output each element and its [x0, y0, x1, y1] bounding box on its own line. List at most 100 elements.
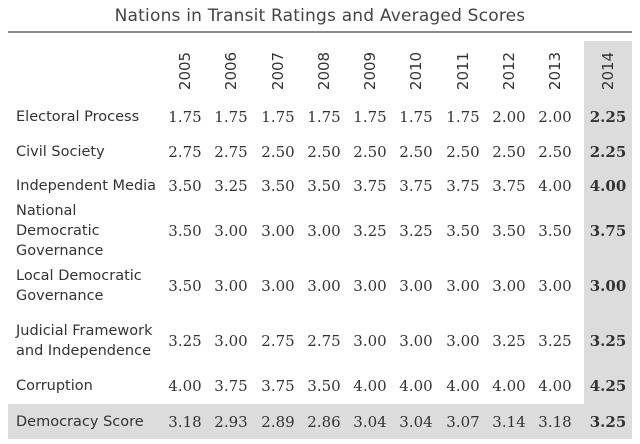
row-label-independent-media: Independent Media [16, 178, 157, 194]
row-label-electoral-process: Electoral Process [16, 109, 140, 125]
table-cell: 4.00 [538, 377, 572, 395]
table-cell: 3.00 [214, 222, 248, 240]
year-header-2008: 2008 [301, 44, 347, 98]
year-label: 2014 [599, 51, 617, 91]
table-cell: 3.07 [446, 413, 480, 431]
table-cell: 3.00 [214, 332, 248, 350]
table-cell: 1.75 [307, 108, 341, 126]
table-cell: 2.75 [214, 143, 248, 161]
table-cell: 3.75 [589, 222, 627, 240]
table-cell: 3.00 [399, 277, 433, 295]
year-header-2009: 2009 [347, 44, 393, 98]
year-label: 2011 [454, 51, 472, 91]
table-cell: 3.75 [492, 177, 526, 195]
table-cell: 4.00 [446, 377, 480, 395]
row-label-local-democratic-governance: Local Democratic Governance [16, 268, 142, 304]
row-label-corruption: Corruption [16, 378, 93, 394]
table-cell: 2.00 [538, 108, 572, 126]
table-cell: 2.75 [307, 332, 341, 350]
table-cell: 3.18 [168, 413, 202, 431]
table-cell: 3.25 [492, 332, 526, 350]
table-cell: 4.00 [353, 377, 387, 395]
row-label-national-democratic-governance: National Democratic Governance [16, 203, 104, 259]
table-cell: 3.18 [538, 413, 572, 431]
table-cell: 2.00 [492, 108, 526, 126]
table-cell: 3.25 [589, 332, 627, 350]
table-cell: 3.00 [307, 222, 341, 240]
table-cell: 2.50 [399, 143, 433, 161]
year-label: 2007 [269, 51, 287, 91]
table-cell: 4.00 [168, 377, 202, 395]
table-cell: 3.50 [538, 222, 572, 240]
table-cell: 2.50 [446, 143, 480, 161]
table-cell: 3.25 [399, 222, 433, 240]
table-cell: 3.04 [399, 413, 433, 431]
year-label: 2005 [176, 51, 194, 91]
year-label: 2012 [500, 51, 518, 91]
year-header-2014: 2014 [585, 44, 631, 98]
table-cell: 4.00 [399, 377, 433, 395]
row-label-judicial-framework-and-independence: Judicial Framework and Independence [16, 323, 153, 359]
table-cell: 2.50 [261, 143, 295, 161]
table-cell: 3.75 [261, 377, 295, 395]
row-label-democracy-score: Democracy Score [16, 414, 144, 430]
table-cell: 3.00 [492, 277, 526, 295]
table-cell: 3.50 [492, 222, 526, 240]
year-header-2011: 2011 [440, 44, 486, 98]
table-cell: 3.50 [446, 222, 480, 240]
table-cell: 2.93 [214, 413, 248, 431]
table-cell: 3.00 [307, 277, 341, 295]
table-cell: 3.75 [214, 377, 248, 395]
highlight-row-democracy-score [8, 404, 632, 439]
table-cell: 4.00 [538, 177, 572, 195]
table-cell: 3.75 [446, 177, 480, 195]
year-header-2006: 2006 [208, 44, 254, 98]
table-cell: 3.25 [214, 177, 248, 195]
table-cell: 1.75 [168, 108, 202, 126]
table-cell: 2.75 [168, 143, 202, 161]
year-label: 2006 [222, 51, 240, 91]
highlight-column-2014 [584, 41, 632, 439]
table-cell: 3.00 [353, 277, 387, 295]
page-title: Nations in Transit Ratings and Averaged … [114, 6, 526, 26]
table-cell: 3.00 [446, 332, 480, 350]
table-cell: 1.75 [261, 108, 295, 126]
year-header-2007: 2007 [255, 44, 301, 98]
table-cell: 4.00 [492, 377, 526, 395]
table-cell: 3.50 [168, 222, 202, 240]
year-label: 2010 [407, 51, 425, 91]
table-cell: 3.00 [353, 332, 387, 350]
table-cell: 3.50 [261, 177, 295, 195]
table-cell: 3.50 [168, 277, 202, 295]
table-cell: 3.50 [307, 177, 341, 195]
table-cell: 3.00 [446, 277, 480, 295]
table-cell: 1.75 [353, 108, 387, 126]
table-cell: 3.00 [399, 332, 433, 350]
table-cell: 3.04 [353, 413, 387, 431]
table-cell: 3.25 [589, 413, 627, 431]
table-cell: 3.25 [168, 332, 202, 350]
table-cell: 1.75 [214, 108, 248, 126]
table-cell: 2.86 [307, 413, 341, 431]
year-header-2013: 2013 [532, 44, 578, 98]
table-cell: 3.00 [261, 277, 295, 295]
year-label: 2009 [361, 51, 379, 91]
table-cell: 4.00 [589, 177, 627, 195]
table-cell: 1.75 [399, 108, 433, 126]
table-cell: 2.89 [261, 413, 295, 431]
table-cell: 3.00 [261, 222, 295, 240]
row-label-civil-society: Civil Society [16, 144, 105, 160]
table-cell: 3.75 [353, 177, 387, 195]
table-cell: 3.25 [538, 332, 572, 350]
table-cell: 2.50 [492, 143, 526, 161]
table-cell: 3.00 [538, 277, 572, 295]
table-cell: 1.75 [446, 108, 480, 126]
table-cell: 2.50 [353, 143, 387, 161]
table-cell: 3.14 [492, 413, 526, 431]
table-cell: 2.75 [261, 332, 295, 350]
table-cell: 3.75 [399, 177, 433, 195]
table-cell: 3.25 [353, 222, 387, 240]
year-header-2005: 2005 [162, 44, 208, 98]
table-cell: 3.00 [589, 277, 627, 295]
table-cell: 2.25 [589, 143, 627, 161]
